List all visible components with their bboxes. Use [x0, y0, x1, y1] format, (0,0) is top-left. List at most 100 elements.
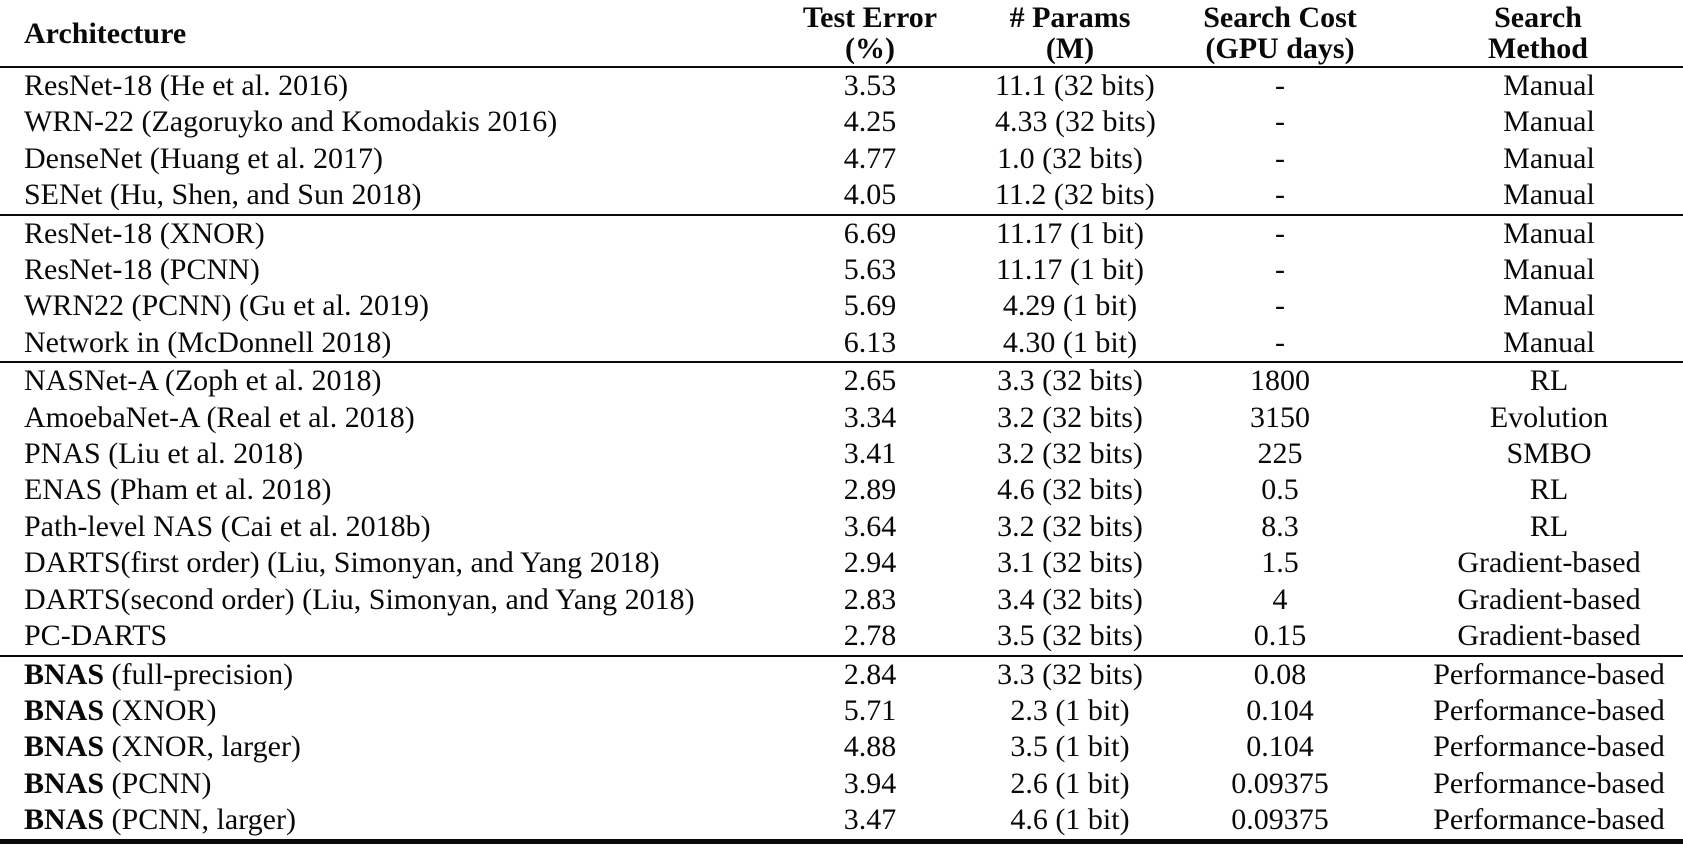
cell-search-cost: 0.104	[1246, 730, 1314, 764]
table-row: WRN-22 (Zagoruyko and Komodakis 2016) 4.…	[0, 104, 1683, 140]
column-header-label: Test Error	[802, 1, 938, 34]
column-header-sublabel: (M)	[1045, 32, 1095, 65]
table-row: DARTS(first order) (Liu, Simonyan, and Y…	[0, 545, 1683, 581]
cell-params: 3.4 (32 bits)	[997, 582, 1143, 616]
table-row: WRN22 (PCNN) (Gu et al. 2019) 5.69 4.29 …	[0, 288, 1683, 324]
column-header-params: # Params (M)	[995, 0, 1145, 68]
cell-search-cost: 1.5	[1261, 546, 1299, 580]
row-group-3: NASNet-A (Zoph et al. 2018) 2.65 3.3 (32…	[0, 362, 1683, 655]
cell-search-method: Evolution	[1489, 400, 1609, 434]
architecture-name: NASNet-A (Zoph et al. 2018)	[24, 364, 382, 398]
architecture-name: Path-level NAS (Cai et al. 2018b)	[24, 509, 431, 543]
cell-search-method: Manual	[1503, 105, 1595, 139]
cell-params: 2.3 (1 bit)	[1010, 693, 1130, 727]
table-row: DenseNet (Huang et al. 2017) 4.77 1.0 (3…	[0, 141, 1683, 177]
cell-search-method: RL	[1529, 473, 1569, 507]
cell-search-method: Performance-based	[1433, 657, 1665, 691]
table-row: BNAS (XNOR, larger) 4.88 3.5 (1 bit) 0.1…	[0, 729, 1683, 765]
cell-search-cost: -	[1275, 105, 1285, 139]
cell-test-error: 5.71	[843, 693, 897, 727]
column-header-architecture: Architecture	[0, 0, 745, 68]
column-header-label: Search Cost	[1203, 1, 1357, 34]
architecture-name: (full-precision)	[104, 657, 294, 691]
cell-search-method: Gradient-based	[1457, 546, 1641, 580]
cell-architecture: ResNet-18 (He et al. 2016)	[0, 67, 745, 104]
cell-params: 11.17 (1 bit)	[995, 253, 1145, 287]
architecture-name: (PCNN)	[104, 766, 212, 800]
cell-architecture: WRN-22 (Zagoruyko and Komodakis 2016)	[0, 104, 745, 140]
cell-search-cost: -	[1275, 178, 1285, 212]
table-row: PC-DARTS 2.78 3.5 (32 bits) 0.15 Gradien…	[0, 618, 1683, 655]
cell-search-method: RL	[1529, 509, 1569, 543]
cell-test-error: 6.13	[843, 325, 897, 359]
cell-search-cost: 1800	[1250, 364, 1310, 398]
cell-params: 3.5 (1 bit)	[1010, 730, 1130, 764]
cell-params: 11.17 (1 bit)	[995, 216, 1145, 250]
architecture-name: WRN-22 (Zagoruyko and Komodakis 2016)	[24, 105, 558, 139]
cell-params: 11.2 (32 bits)	[995, 178, 1155, 212]
architecture-name: DARTS(second order) (Liu, Simonyan, and …	[24, 582, 695, 616]
cell-params: 3.1 (32 bits)	[997, 546, 1143, 580]
cell-test-error: 4.88	[843, 730, 897, 764]
cell-search-cost: 0.5	[1261, 473, 1299, 507]
cell-architecture: SENet (Hu, Shen, and Sun 2018)	[0, 177, 745, 214]
cell-architecture: BNAS (PCNN)	[0, 766, 745, 802]
architecture-name: ResNet-18 (XNOR)	[24, 216, 265, 250]
architecture-name: (PCNN, larger)	[104, 803, 296, 837]
cell-params: 4.29 (1 bit)	[1002, 289, 1138, 323]
cell-params: 3.2 (32 bits)	[997, 437, 1143, 471]
cell-search-method: Manual	[1503, 289, 1595, 323]
architecture-name: (XNOR)	[104, 693, 217, 727]
column-header-search-cost: Search Cost (GPU days)	[1145, 0, 1415, 68]
cell-test-error: 2.94	[843, 546, 897, 580]
cell-test-error: 3.94	[843, 766, 897, 800]
cell-architecture: ResNet-18 (XNOR)	[0, 215, 745, 252]
cell-search-method: Manual	[1503, 178, 1595, 212]
cell-architecture: PC-DARTS	[0, 618, 745, 655]
cell-architecture: Path-level NAS (Cai et al. 2018b)	[0, 509, 745, 545]
architecture-name: Network in (McDonnell 2018)	[24, 325, 392, 359]
table-row: Path-level NAS (Cai et al. 2018b) 3.64 3…	[0, 509, 1683, 545]
cell-search-cost: -	[1275, 69, 1285, 102]
cell-test-error: 3.64	[843, 509, 897, 543]
cell-architecture: BNAS (XNOR)	[0, 693, 745, 729]
cell-test-error: 5.69	[843, 289, 897, 323]
architecture-bold-prefix: BNAS	[24, 803, 105, 837]
cell-architecture: BNAS (PCNN, larger)	[0, 802, 745, 841]
architecture-name: SENet (Hu, Shen, and Sun 2018)	[24, 178, 422, 212]
cell-search-method: Manual	[1503, 325, 1595, 359]
row-group-1: ResNet-18 (He et al. 2016) 3.53 11.1 (32…	[0, 67, 1683, 215]
cell-test-error: 4.25	[843, 105, 897, 139]
architecture-name: ENAS (Pham et al. 2018)	[24, 473, 332, 507]
cell-search-cost: -	[1275, 141, 1285, 175]
cell-architecture: PNAS (Liu et al. 2018)	[0, 436, 745, 472]
cell-search-method: Performance-based	[1433, 766, 1665, 800]
column-header-label: Architecture	[24, 16, 187, 50]
cell-search-cost: -	[1275, 253, 1285, 287]
cell-architecture: BNAS (XNOR, larger)	[0, 729, 745, 765]
cell-test-error: 2.65	[843, 364, 897, 398]
cell-search-cost: 0.15	[1253, 619, 1307, 653]
cell-test-error: 2.84	[843, 657, 897, 691]
column-header-test-error: Test Error (%)	[745, 0, 995, 68]
cell-test-error: 3.34	[843, 400, 897, 434]
column-header-sublabel: (%)	[845, 32, 895, 65]
cell-architecture: BNAS (full-precision)	[0, 656, 745, 693]
table-row: BNAS (PCNN) 3.94 2.6 (1 bit) 0.09375 Per…	[0, 766, 1683, 802]
column-header-sublabel: (GPU days)	[1205, 32, 1355, 65]
cell-search-method: Performance-based	[1433, 803, 1665, 837]
cell-architecture: AmoebaNet-A (Real et al. 2018)	[0, 400, 745, 436]
table-row: DARTS(second order) (Liu, Simonyan, and …	[0, 582, 1683, 618]
cell-architecture: ENAS (Pham et al. 2018)	[0, 472, 745, 508]
cell-search-cost: 0.09375	[1231, 803, 1329, 837]
architecture-name: ResNet-18 (PCNN)	[24, 253, 260, 287]
cell-architecture: DARTS(first order) (Liu, Simonyan, and Y…	[0, 545, 745, 581]
cell-test-error: 5.63	[843, 253, 897, 287]
architecture-name: ResNet-18 (He et al. 2016)	[24, 69, 349, 102]
cell-architecture: Network in (McDonnell 2018)	[0, 325, 745, 362]
cell-search-cost: 8.3	[1261, 509, 1299, 543]
architecture-name: AmoebaNet-A (Real et al. 2018)	[24, 400, 415, 434]
column-header-label: Search	[1494, 1, 1582, 34]
table-row: PNAS (Liu et al. 2018) 3.41 3.2 (32 bits…	[0, 436, 1683, 472]
